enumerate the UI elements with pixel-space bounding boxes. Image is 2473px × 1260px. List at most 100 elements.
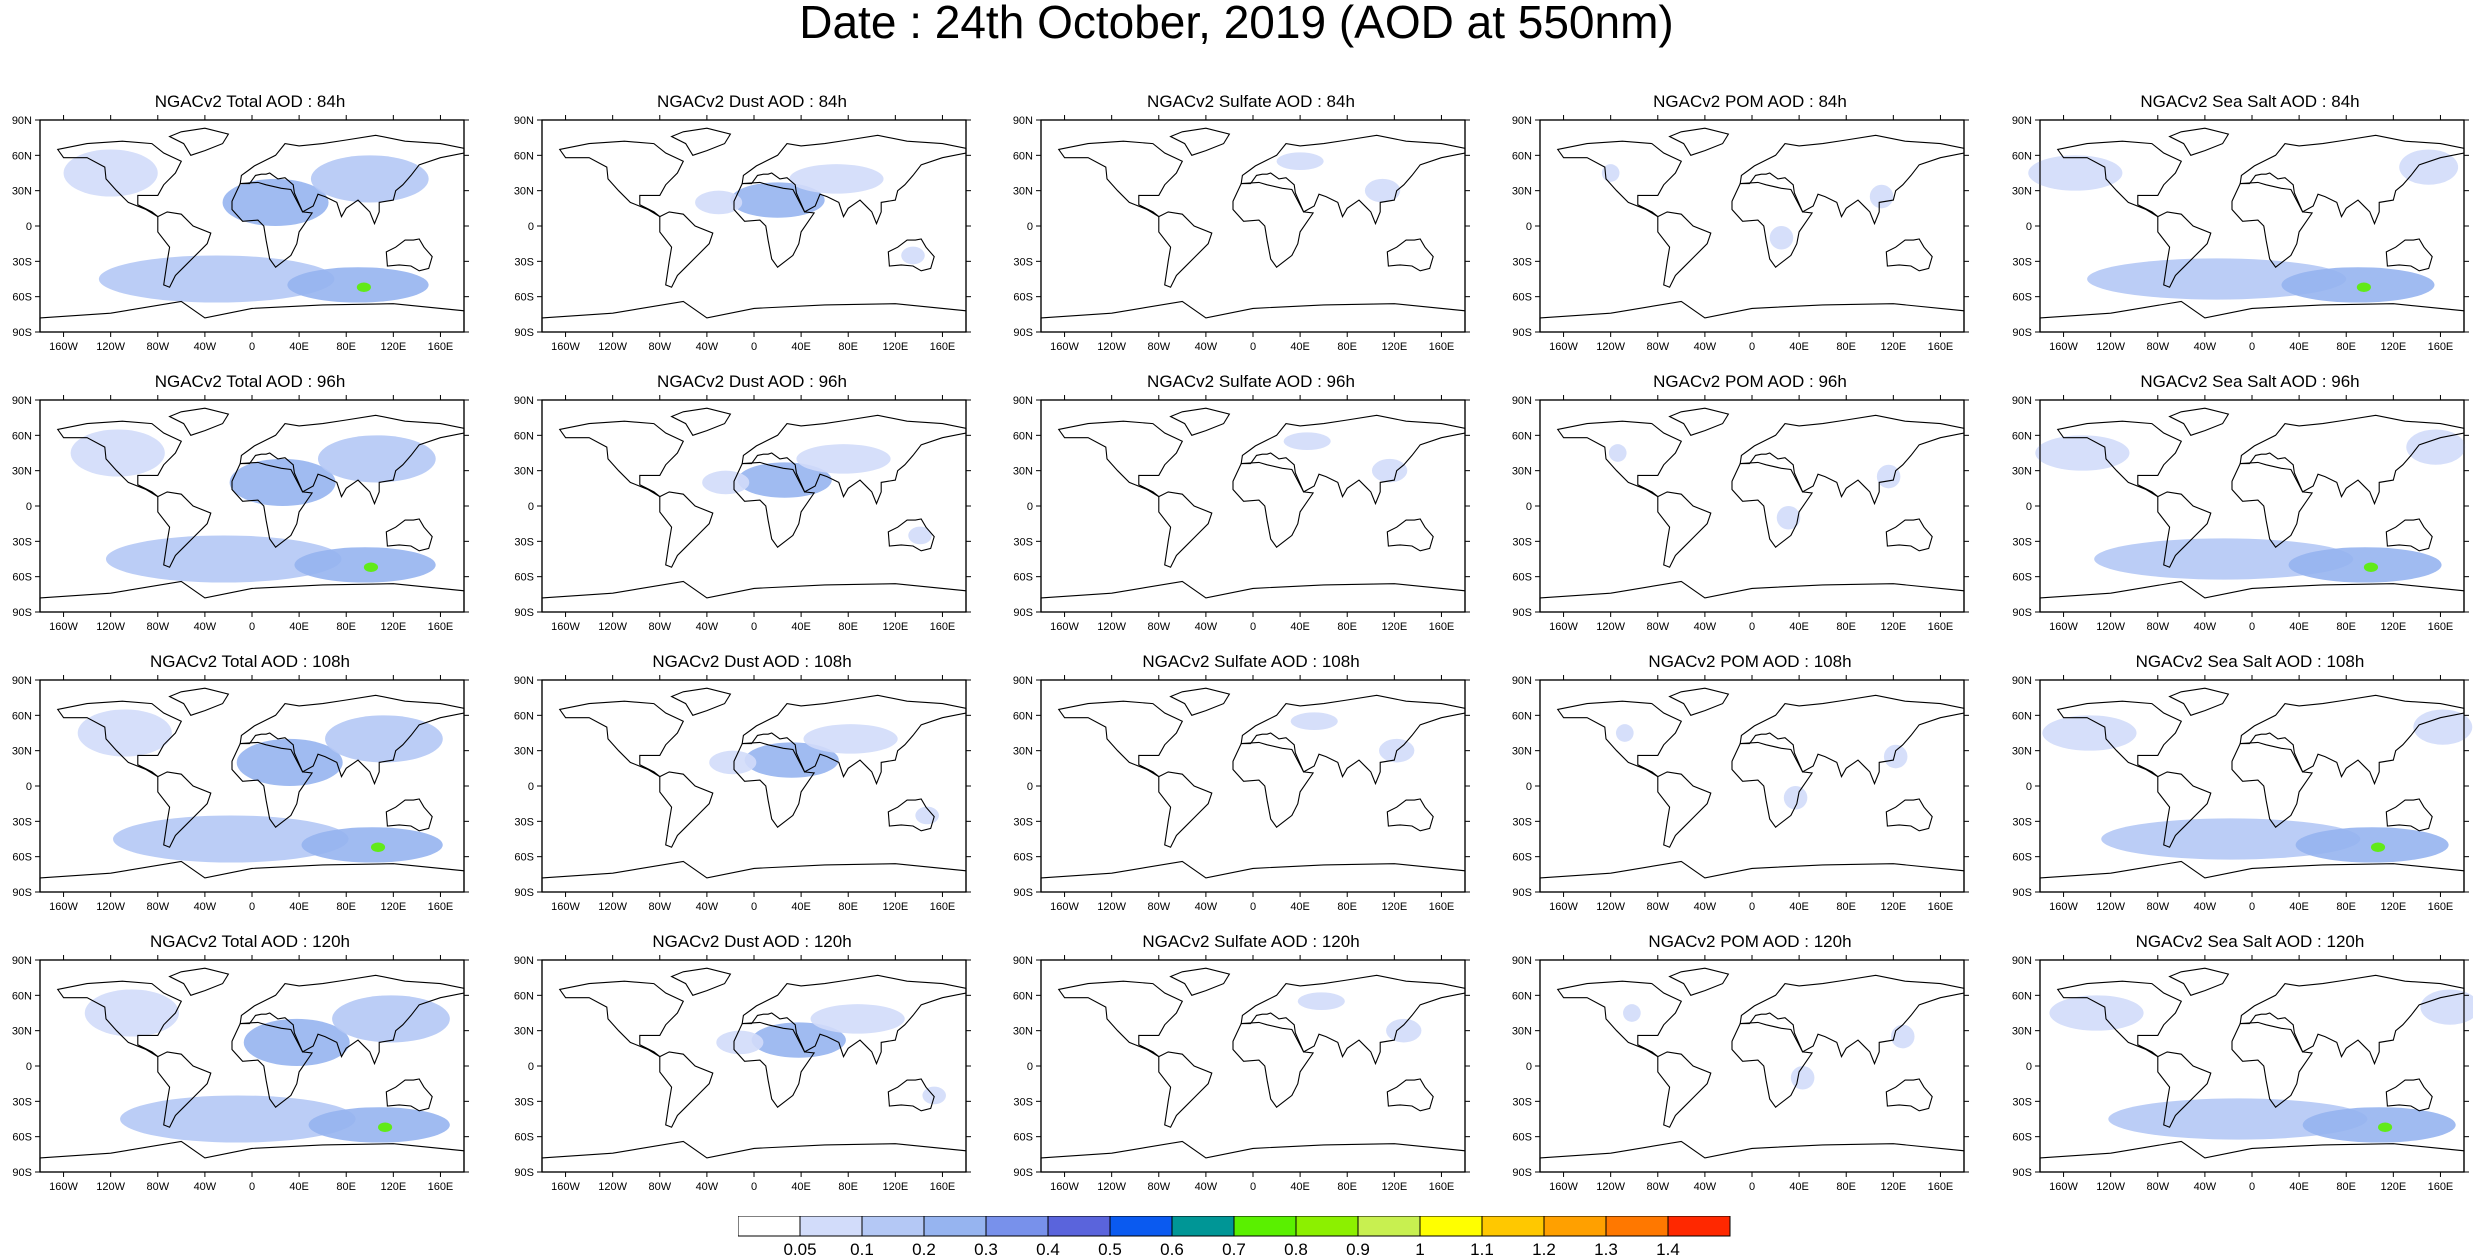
coastline bbox=[1057, 420, 1184, 498]
coastline bbox=[1731, 1021, 1814, 1108]
longitude-label: 0 bbox=[751, 901, 757, 913]
latitude-label: 90N bbox=[2012, 955, 2032, 967]
coastline bbox=[2385, 798, 2433, 832]
coastline bbox=[741, 414, 967, 506]
latitude-label: 60N bbox=[514, 150, 534, 162]
longitude-label: 40W bbox=[2194, 1181, 2217, 1193]
latitude-label: 0 bbox=[1027, 501, 1033, 513]
aod-shading-patch bbox=[1876, 464, 1901, 489]
latitude-label: 60S bbox=[1013, 1132, 1033, 1144]
longitude-label: 80E bbox=[2336, 621, 2356, 633]
longitude-label: 40E bbox=[791, 1181, 811, 1193]
longitude-label: 120E bbox=[1880, 621, 1906, 633]
coastline bbox=[1158, 211, 1213, 288]
coastline bbox=[239, 414, 465, 506]
longitude-label: 80E bbox=[1337, 621, 1357, 633]
latitude-label: 30N bbox=[1512, 466, 1532, 478]
latitude-label: 30S bbox=[1512, 536, 1532, 548]
aod-shading-patch bbox=[796, 444, 891, 474]
longitude-label: 120W bbox=[96, 621, 125, 633]
coastline bbox=[168, 407, 230, 436]
panel-title: NGACv2 Sea Salt AOD : 96h bbox=[2140, 372, 2360, 391]
colorbar-label: 1.2 bbox=[1532, 1240, 1556, 1259]
longitude-label: 120E bbox=[1381, 901, 1407, 913]
aod-shading-patch bbox=[1364, 178, 1401, 203]
latitude-label: 90S bbox=[2012, 1167, 2032, 1179]
longitude-label: 80E bbox=[1836, 901, 1856, 913]
longitude-label: 80E bbox=[838, 901, 858, 913]
aod-shading-patch bbox=[236, 738, 343, 786]
aod-shading-patch bbox=[325, 715, 443, 763]
longitude-label: 160W bbox=[1549, 901, 1578, 913]
aod-map: 160W 120W 80W 40W 0 40E 80E 120E 160E 90N 60N 30N 0 3… bbox=[1013, 395, 1470, 633]
colorbar-label: 1.4 bbox=[1656, 1240, 1680, 1259]
longitude-label: 120W bbox=[598, 901, 627, 913]
longitude-label: 160E bbox=[930, 1181, 956, 1193]
coastline bbox=[1232, 741, 1315, 828]
longitude-label: 120E bbox=[1381, 621, 1407, 633]
coastline bbox=[1885, 518, 1933, 552]
coastline bbox=[887, 798, 935, 832]
latitude-label: 30S bbox=[514, 816, 534, 828]
coastline bbox=[558, 700, 685, 778]
longitude-label: 40E bbox=[1789, 901, 1809, 913]
latitude-label: 0 bbox=[1526, 221, 1532, 233]
coastline bbox=[887, 1078, 935, 1112]
longitude-label: 0 bbox=[1250, 901, 1256, 913]
panel-title: NGACv2 Total AOD : 84h bbox=[154, 92, 346, 111]
latitude-label: 60S bbox=[12, 572, 32, 584]
longitude-label: 80W bbox=[2146, 341, 2169, 353]
latitude-label: 0 bbox=[528, 221, 534, 233]
coastline bbox=[1240, 134, 1466, 226]
latitude-label: 90S bbox=[514, 607, 534, 619]
coastline bbox=[1739, 974, 1965, 1066]
latitude-label: 0 bbox=[2026, 501, 2032, 513]
colorbar-swatch bbox=[738, 1216, 801, 1237]
latitude-label: 90S bbox=[1512, 607, 1532, 619]
latitude-label: 60S bbox=[12, 1132, 32, 1144]
longitude-label: 120W bbox=[1097, 1181, 1126, 1193]
latitude-label: 60N bbox=[12, 150, 32, 162]
latitude-label: 90S bbox=[1512, 327, 1532, 339]
latitude-label: 0 bbox=[528, 781, 534, 793]
latitude-label: 0 bbox=[2026, 1061, 2032, 1073]
latitude-label: 90N bbox=[2012, 675, 2032, 687]
coastline bbox=[1556, 700, 1683, 778]
longitude-label: 40W bbox=[194, 341, 217, 353]
coastline bbox=[168, 967, 230, 996]
longitude-label: 120E bbox=[882, 621, 908, 633]
latitude-label: 90S bbox=[2012, 327, 2032, 339]
aod-shading-patch bbox=[810, 1004, 905, 1034]
longitude-label: 80W bbox=[2146, 1181, 2169, 1193]
coastline bbox=[733, 461, 816, 548]
aod-shading-patch bbox=[356, 282, 371, 292]
coastline bbox=[2056, 980, 2183, 1058]
coastline bbox=[1739, 694, 1965, 786]
aod-shading-patch bbox=[2363, 562, 2379, 572]
longitude-label: 0 bbox=[249, 1181, 255, 1193]
coastline bbox=[1657, 771, 1712, 848]
longitude-label: 80W bbox=[146, 1181, 169, 1193]
longitude-label: 160W bbox=[49, 621, 78, 633]
longitude-label: 160W bbox=[49, 901, 78, 913]
latitude-label: 90S bbox=[1013, 327, 1033, 339]
longitude-label: 80E bbox=[1337, 1181, 1357, 1193]
coastline bbox=[1556, 980, 1683, 1058]
colorbar-swatch bbox=[1419, 1216, 1483, 1237]
coastline bbox=[2157, 771, 2212, 848]
aod-map: 160W 120W 80W 40W 0 40E 80E 120E 160E 90N 60N 30N 0 3… bbox=[12, 115, 469, 353]
aod-map: 160W 120W 80W 40W 0 40E 80E 120E 160E 90N 60N 30N 0 3… bbox=[12, 955, 469, 1193]
longitude-label: 160E bbox=[1928, 341, 1954, 353]
coastline bbox=[2239, 414, 2465, 506]
colorbar-swatch bbox=[1667, 1216, 1731, 1237]
longitude-label: 120W bbox=[1596, 621, 1625, 633]
aod-shading-patch bbox=[737, 462, 832, 498]
colorbar-label: 0.4 bbox=[1036, 1240, 1060, 1259]
longitude-label: 80E bbox=[838, 621, 858, 633]
latitude-label: 60S bbox=[1013, 292, 1033, 304]
coastline bbox=[1232, 1021, 1315, 1108]
map-panel: NGACv2 Sulfate AOD : 120h 160W 120W 80W 40W 0… bbox=[1001, 932, 1501, 1193]
map-panel-grid: NGACv2 Total AOD : 84h 160W 120W 80W 40W 0 40E… bbox=[12, 92, 2473, 1193]
latitude-label: 30S bbox=[12, 1096, 32, 1108]
aod-shading-patch bbox=[1283, 432, 1331, 451]
